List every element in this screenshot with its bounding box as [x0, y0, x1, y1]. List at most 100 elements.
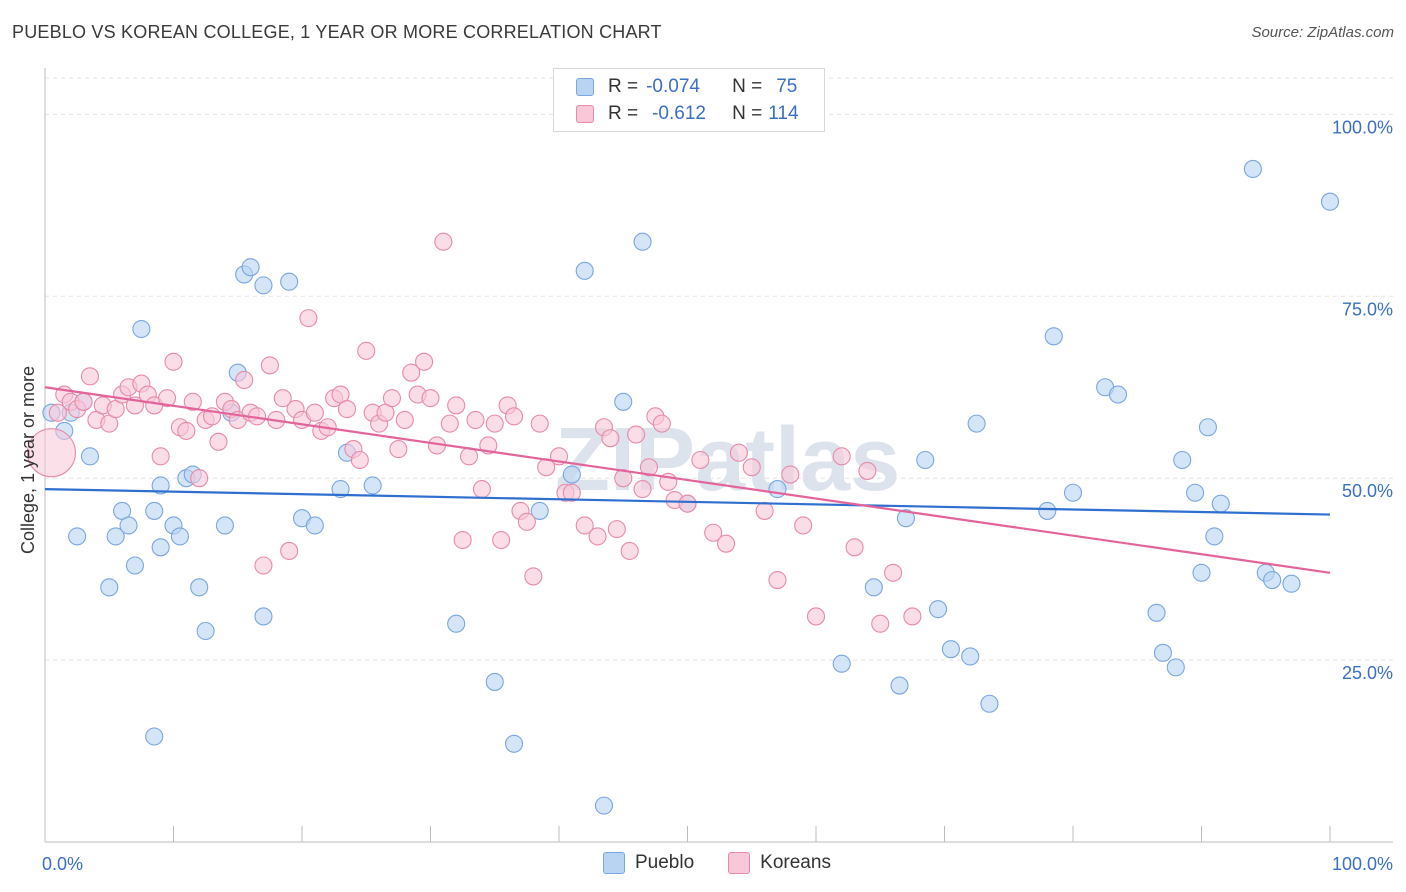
- koreans-point: [517, 512, 536, 531]
- pueblo-point: [594, 796, 614, 815]
- koreans-point: [524, 567, 543, 586]
- legend-n-value: 114: [768, 103, 799, 124]
- koreans-point: [305, 403, 324, 422]
- chart-title: PUEBLO VS KOREAN COLLEGE, 1 YEAR OR MORE…: [12, 22, 662, 42]
- pueblo-point: [896, 509, 916, 528]
- pueblo-point: [1147, 603, 1166, 622]
- pueblo-point: [170, 527, 189, 546]
- koreans-point: [357, 341, 376, 360]
- koreans-point: [453, 530, 472, 550]
- pueblo-trend-line: [44, 488, 1331, 516]
- koreans-point: [164, 352, 183, 371]
- pueblo-point: [485, 672, 504, 691]
- y-tick-label: 25.0%: [1342, 663, 1393, 683]
- koreans-point: [472, 480, 491, 499]
- koreans-point: [74, 392, 93, 411]
- koreans-point: [704, 523, 723, 542]
- pueblo-point: [864, 578, 883, 597]
- koreans-point: [884, 563, 903, 582]
- koreans-point: [151, 447, 170, 466]
- pueblo-point: [1192, 563, 1211, 582]
- pueblo-point: [1153, 643, 1172, 662]
- koreans-point: [601, 429, 620, 448]
- pueblo-point: [941, 640, 960, 659]
- pueblo-point: [280, 272, 299, 291]
- koreans-point: [337, 400, 357, 419]
- koreans-point: [235, 370, 254, 390]
- koreans-point: [382, 389, 402, 408]
- koreans-point: [845, 538, 864, 557]
- pueblo-point: [1282, 574, 1301, 593]
- koreans-point: [440, 414, 459, 433]
- pueblo-point: [305, 516, 324, 535]
- koreans-point: [492, 530, 511, 550]
- koreans-point: [607, 520, 626, 539]
- legend-item-koreans[interactable]: Koreans: [728, 852, 831, 874]
- koreans-point: [280, 541, 299, 561]
- pueblo-point: [151, 538, 170, 557]
- pueblo-point: [1173, 450, 1192, 470]
- pueblo-point: [562, 465, 581, 484]
- koreans-point: [158, 389, 177, 408]
- legend-r-value: -0.074: [646, 76, 700, 97]
- koreans-point: [639, 458, 659, 477]
- pueblo-point: [890, 676, 909, 695]
- koreans-point: [530, 414, 549, 433]
- koreans-point: [858, 461, 877, 480]
- legend-swatch-koreans: [728, 852, 751, 874]
- koreans-point: [729, 443, 748, 462]
- koreans-point: [781, 465, 800, 484]
- pueblo-point: [447, 614, 466, 633]
- koreans-point: [183, 392, 202, 411]
- source-label: Source: ZipAtlas.com: [1251, 24, 1394, 41]
- pueblo-point: [530, 501, 549, 520]
- pueblo-point: [119, 516, 138, 535]
- pueblo-point: [768, 480, 787, 499]
- koreans-point: [26, 428, 76, 478]
- koreans-point: [903, 607, 922, 626]
- legend-swatch-pueblo: [603, 852, 625, 874]
- pueblo-point: [190, 578, 209, 597]
- y-tick-label: 75.0%: [1342, 299, 1393, 319]
- y-axis-title: College, 1 year or more: [18, 366, 38, 554]
- pueblo-point: [363, 476, 382, 495]
- y-tick-label: 50.0%: [1342, 481, 1393, 501]
- koreans-point: [806, 607, 826, 626]
- koreans-point: [620, 541, 639, 561]
- koreans-point: [485, 414, 504, 433]
- koreans-point: [652, 414, 671, 433]
- koreans-point: [768, 571, 787, 590]
- legend-swatch-pueblo: [576, 78, 594, 96]
- pueblo-point: [254, 607, 273, 626]
- koreans-point: [627, 425, 646, 444]
- pueblo-point: [1263, 571, 1282, 590]
- legend-r-label: R =: [608, 76, 639, 97]
- koreans-point: [254, 556, 273, 575]
- koreans-point: [832, 447, 851, 466]
- koreans-point: [575, 516, 594, 535]
- legend-item-pueblo[interactable]: Pueblo: [603, 852, 694, 874]
- pueblo-point: [1320, 192, 1340, 211]
- pueblo-point: [68, 527, 87, 546]
- koreans-point: [504, 407, 524, 426]
- koreans-point: [794, 516, 813, 535]
- koreans-point: [691, 450, 710, 470]
- pueblo-point: [1205, 527, 1224, 546]
- koreans-point: [80, 367, 100, 386]
- tick-labels: 100.0% 75.0% 50.0% 25.0% 0.0% 100.0%: [42, 117, 1393, 874]
- koreans-point: [466, 410, 485, 430]
- legend-n-label: N =: [732, 103, 763, 124]
- pueblo-point: [80, 447, 100, 466]
- pueblo-point: [215, 516, 234, 535]
- pueblo-point: [929, 600, 948, 619]
- pueblo-point: [125, 556, 144, 575]
- pueblo-point: [504, 734, 524, 753]
- koreans-point: [421, 389, 440, 408]
- koreans-point: [395, 410, 414, 430]
- koreans-trend-line: [44, 386, 1331, 574]
- koreans-point: [299, 309, 318, 328]
- koreans-point: [716, 534, 736, 553]
- y-tick-label: 100.0%: [1332, 117, 1393, 137]
- legend-n-label: N =: [732, 76, 763, 97]
